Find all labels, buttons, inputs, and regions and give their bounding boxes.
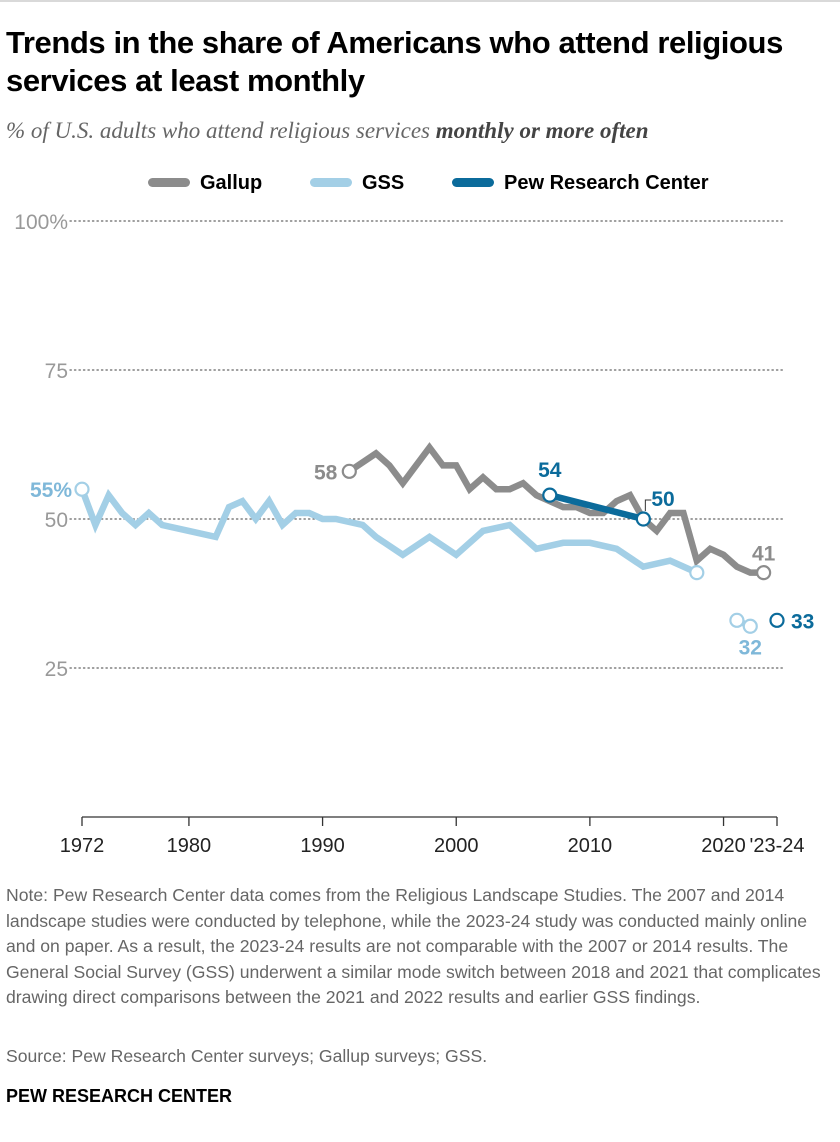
data-point-marker <box>769 612 785 628</box>
data-label: 32 <box>739 636 762 659</box>
legend-label-pew: Pew Research Center <box>504 172 709 194</box>
data-point-marker <box>729 612 745 628</box>
data-label: 33 <box>791 610 814 633</box>
legend-swatch-pew <box>452 178 494 187</box>
chart-note: Note: Pew Research Center data comes fro… <box>6 885 821 1007</box>
data-point-marker <box>542 487 558 503</box>
x-tick-label: 2010 <box>568 835 613 857</box>
subtitle-emphasis: monthly or more often <box>435 118 649 143</box>
data-label: 55% <box>30 479 72 502</box>
y-tick-label: 75 <box>45 360 68 383</box>
line-chart: 25 50 75 100% 1972 1980 1990 2000 2010 2020'23-24… <box>14 211 814 857</box>
data-point-marker <box>756 565 772 581</box>
series-line-gss <box>78 488 699 576</box>
data-label: 54 <box>538 459 562 482</box>
data-label: 41 <box>752 543 776 566</box>
x-tick-label: 2000 <box>434 835 479 857</box>
data-point-marker <box>74 481 90 497</box>
x-tick-label: 2020 <box>701 835 746 857</box>
data-point-marker <box>635 511 651 527</box>
series-line-gallup <box>347 442 764 576</box>
chart-subtitle: % of U.S. adults who attend religious se… <box>6 118 834 144</box>
y-tick-label: 25 <box>45 658 68 681</box>
label-leader <box>644 499 652 511</box>
subtitle-prefix: % of U.S. adults who attend religious se… <box>6 118 436 143</box>
y-tick-label: 50 <box>45 509 68 532</box>
x-tick-label: 1990 <box>300 835 345 857</box>
x-tick-label: 1972 <box>60 835 105 857</box>
legend-swatch-gallup <box>148 178 190 187</box>
data-label: 58 <box>314 461 338 484</box>
data-point-marker <box>689 565 705 581</box>
legend-label-gallup: Gallup <box>200 172 263 194</box>
x-tick-label: '23-24 <box>750 835 805 857</box>
legend-label-gss: GSS <box>362 172 405 194</box>
publisher-brand: PEW RESEARCH CENTER <box>6 1086 233 1106</box>
data-point-marker <box>341 463 357 479</box>
y-tick-label: 100% <box>14 211 68 234</box>
series-line-pew-research-center <box>548 492 645 523</box>
x-tick-label: 1980 <box>167 835 212 857</box>
data-point-marker <box>742 618 758 634</box>
chart-title: Trends in the share of Americans who att… <box>6 25 783 98</box>
legend-swatch-gss <box>310 178 352 187</box>
top-rule <box>0 0 840 2</box>
chart-source: Source: Pew Research Center surveys; Gal… <box>6 1046 488 1066</box>
data-label: 50 <box>651 488 674 511</box>
